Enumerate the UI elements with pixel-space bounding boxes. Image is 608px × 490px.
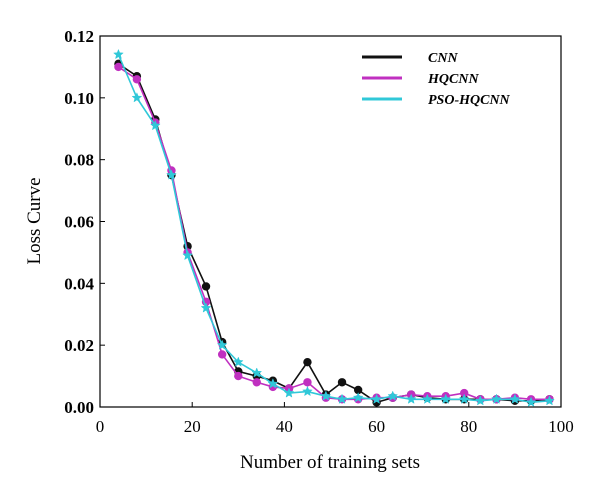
data-point-hqcnn — [459, 388, 469, 398]
data-point-pso-hqcnn — [371, 393, 382, 404]
y-tick-label: 0.12 — [64, 27, 94, 46]
x-tick-label: 100 — [548, 417, 574, 436]
data-point-pso-hqcnn — [182, 249, 193, 261]
data-point-pso-hqcnn — [421, 393, 433, 404]
data-point-pso-hqcnn — [509, 393, 521, 404]
data-point-pso-hqcnn — [216, 339, 228, 350]
data-point-pso-hqcnn — [166, 169, 177, 180]
legend-label-pso-hqcnn: PSO-HQCNN — [428, 93, 511, 108]
y-axis-label: Loss Curve — [24, 177, 45, 264]
data-point-pso-hqcnn — [149, 119, 161, 131]
data-point-hqcnn — [234, 371, 243, 381]
x-tick-label: 0 — [96, 417, 105, 436]
data-point-cnn — [303, 357, 312, 367]
series-hqcnn — [114, 62, 554, 404]
data-point-pso-hqcnn — [544, 395, 555, 406]
data-point-hqcnn — [132, 75, 142, 84]
data-point-pso-hqcnn — [352, 392, 364, 403]
data-point-pso-hqcnn — [491, 393, 502, 404]
x-tick-label: 20 — [184, 417, 201, 436]
y-tick-label: 0.08 — [64, 151, 94, 170]
y-tick-label: 0.04 — [64, 274, 94, 293]
data-point-hqcnn — [303, 378, 312, 387]
data-point-pso-hqcnn — [200, 302, 212, 313]
x-tick-label: 40 — [276, 417, 293, 436]
data-point-pso-hqcnn — [474, 395, 486, 406]
data-point-hqcnn — [114, 62, 123, 72]
data-point-cnn — [353, 385, 363, 395]
data-point-hqcnn — [217, 350, 227, 359]
data-point-pso-hqcnn — [232, 356, 244, 367]
x-tick-label: 80 — [460, 417, 477, 436]
data-point-cnn — [337, 378, 347, 387]
legend-label-hqcnn: HQCNN — [427, 72, 479, 87]
data-point-pso-hqcnn — [302, 385, 313, 397]
data-point-pso-hqcnn — [283, 387, 295, 398]
x-tick-label: 60 — [368, 417, 385, 436]
series-cnn — [114, 59, 554, 407]
series-layer — [113, 48, 555, 407]
plot-area-frame — [99, 35, 562, 408]
data-point-pso-hqcnn — [440, 393, 452, 404]
legend: CNN HQCNN PSO-HQCNN — [362, 51, 511, 108]
series-pso-hqcnn — [113, 48, 555, 407]
legend-label-cnn: CNN — [428, 51, 458, 66]
data-point-pso-hqcnn — [525, 396, 537, 407]
data-point-pso-hqcnn — [387, 390, 399, 401]
data-point-pso-hqcnn — [251, 367, 263, 378]
data-point-pso-hqcnn — [131, 92, 143, 103]
data-point-cnn — [201, 282, 211, 291]
data-point-pso-hqcnn — [336, 393, 348, 404]
data-point-pso-hqcnn — [113, 48, 124, 60]
data-point-hqcnn — [252, 378, 261, 387]
data-point-pso-hqcnn — [320, 390, 332, 401]
data-point-pso-hqcnn — [458, 393, 470, 404]
data-point-pso-hqcnn — [405, 393, 417, 404]
x-axis-ticks: 0 20 40 60 80 100 — [96, 402, 574, 436]
y-tick-label: 0.06 — [64, 213, 94, 232]
data-point-pso-hqcnn — [267, 378, 279, 389]
y-axis-ticks: 0.00 0.02 0.04 0.06 0.08 0.10 0.12 — [64, 27, 105, 417]
y-tick-label: 0.00 — [64, 398, 94, 417]
x-axis-label: Number of training sets — [240, 452, 420, 473]
y-tick-label: 0.02 — [64, 336, 94, 355]
y-tick-label: 0.10 — [64, 89, 94, 108]
